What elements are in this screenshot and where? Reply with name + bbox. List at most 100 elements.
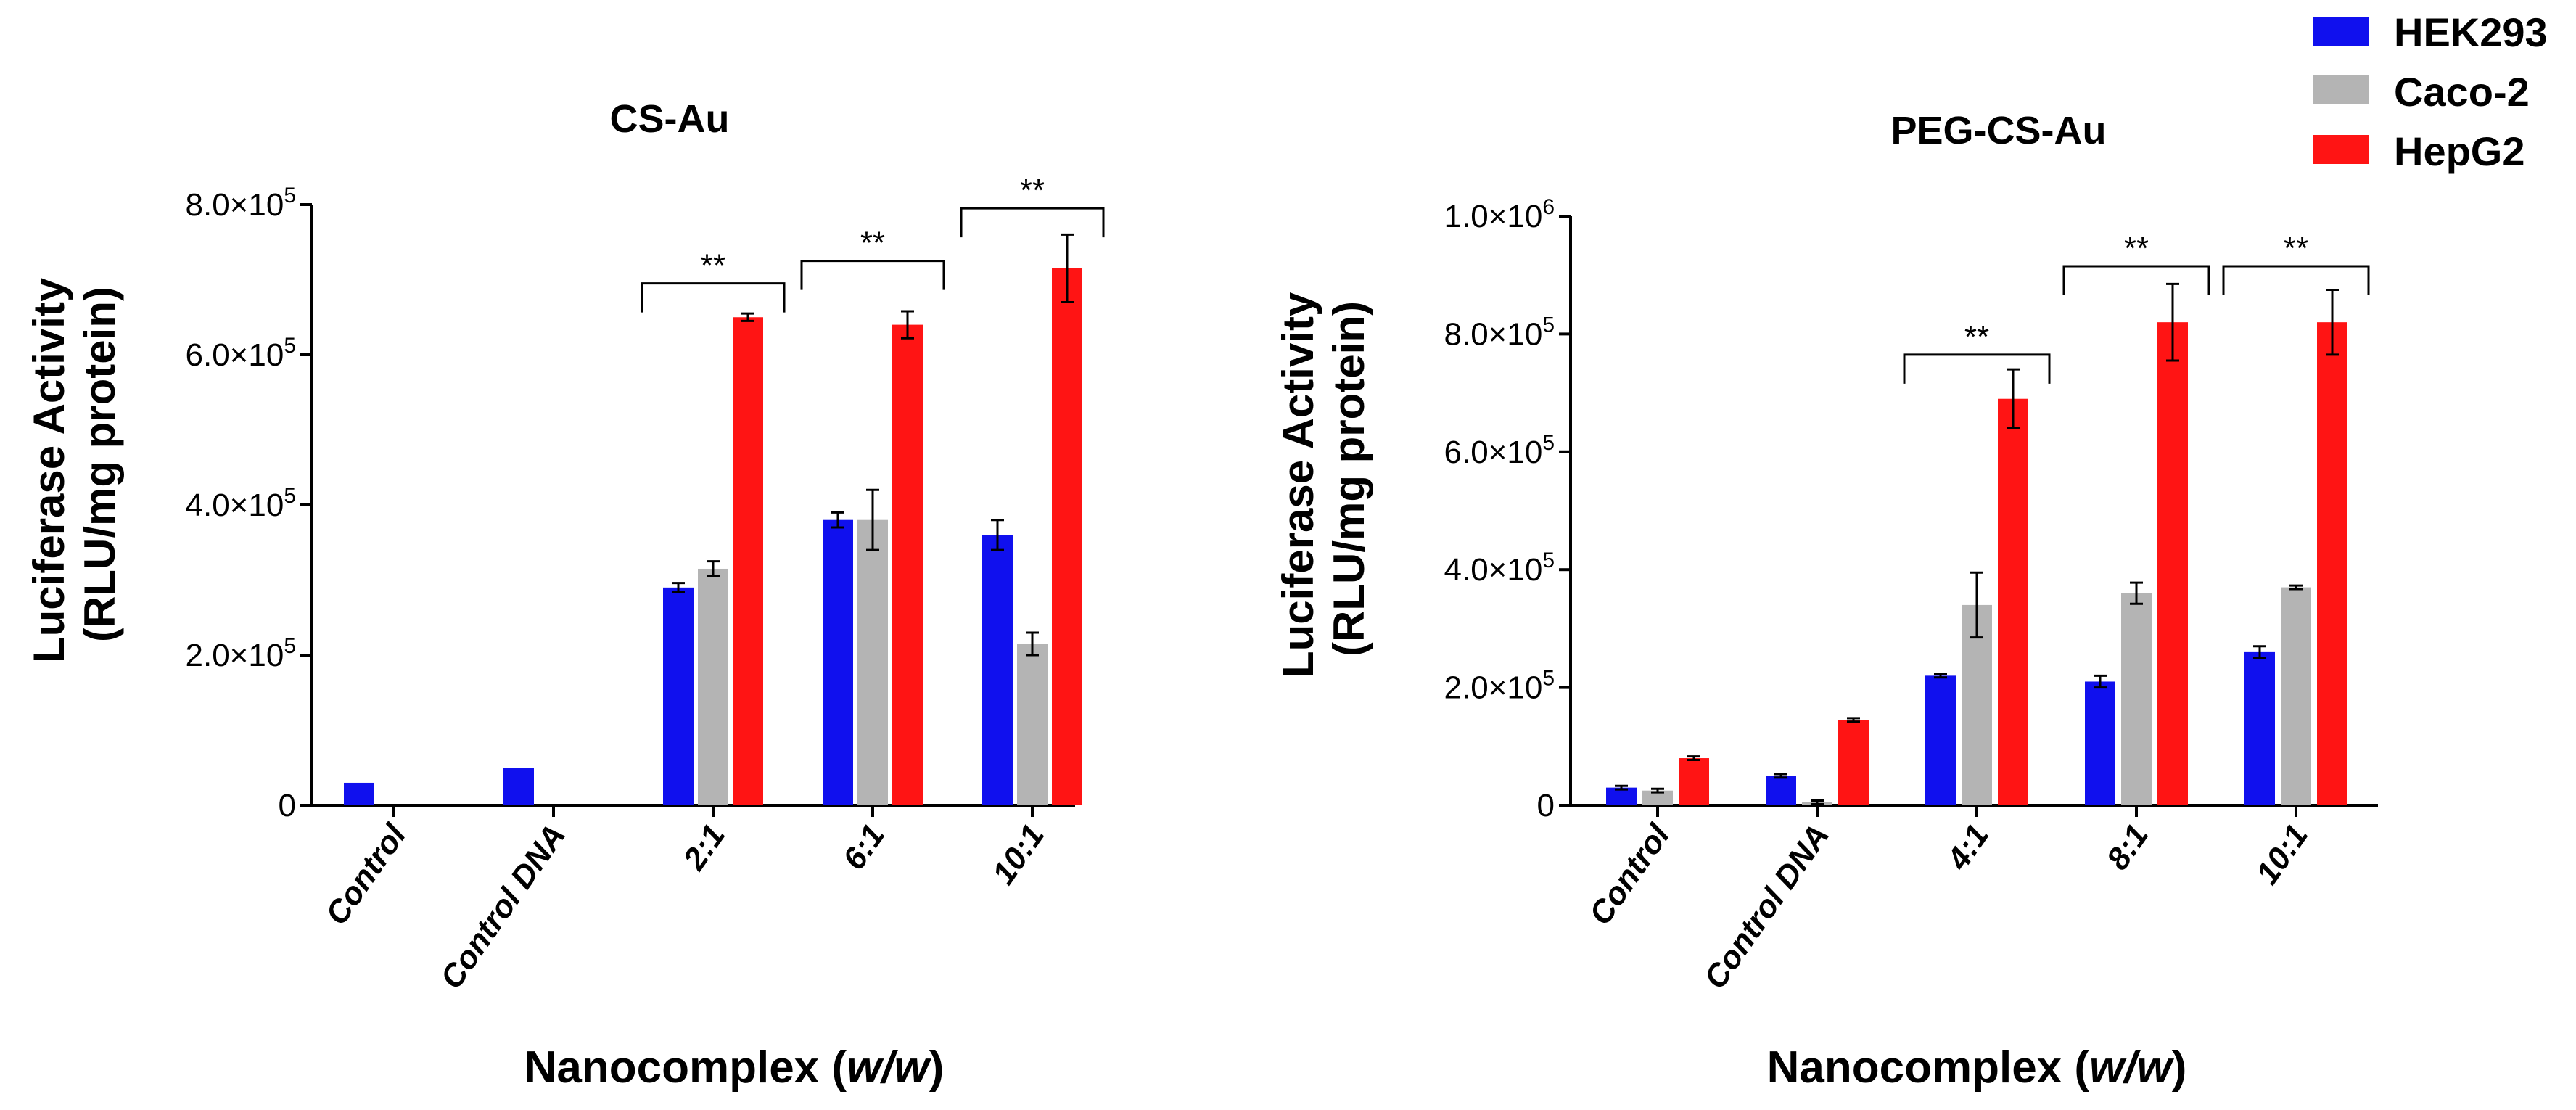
significance-label: **: [2124, 231, 2149, 266]
y-tick-label-exponent: 5: [284, 484, 296, 508]
x-axis-label-suffix: ): [929, 1043, 945, 1093]
y-tick-label-mantissa: 1.0×10: [1444, 199, 1543, 234]
x-tick-label-2-1: 2:1: [676, 818, 732, 877]
chart-title: CS-Au: [610, 97, 730, 141]
chart-panel-peg-cs-au: PEG-CS-Au Luciferase Activity (RLU/mg pr…: [1274, 109, 2378, 1093]
bar-hek293-2-1: [663, 587, 694, 805]
significance-bracket: [2222, 265, 2370, 296]
bar-caco-2-2-1: [698, 568, 728, 805]
y-tick-label: 2.0×105: [186, 634, 297, 673]
y-tick-label: 4.0×105: [186, 484, 297, 523]
legend-item-caco2: Caco-2: [2313, 69, 2530, 115]
bar-caco-2-10-1: [1017, 644, 1048, 805]
bar-hepg2-control-dna: [1838, 720, 1869, 805]
y-tick-label-exponent: 5: [284, 634, 296, 658]
chart-panel-cs-au: CS-Au Luciferase Activity (RLU/mg protei…: [25, 97, 1105, 1093]
y-tick-label-mantissa: 6.0×10: [1444, 435, 1543, 470]
bar-hek293-control: [1606, 787, 1637, 805]
significance-label: **: [860, 226, 885, 261]
y-tick-label-mantissa: 0: [1537, 788, 1555, 823]
legend-swatch-hepg2: [2313, 135, 2369, 164]
bar-hepg2-2-1: [733, 317, 763, 805]
significance-label: **: [701, 248, 725, 284]
x-axis-label-suffix: ): [2172, 1043, 2187, 1093]
legend-swatch-hek293: [2313, 17, 2369, 46]
y-tick-label-mantissa: 0: [279, 788, 296, 823]
x-axis-label-prefix: Nanocomplex (: [524, 1043, 847, 1093]
x-axis-label-prefix: Nanocomplex (: [1767, 1043, 2090, 1093]
bar-hepg2-10-1: [1052, 268, 1082, 806]
bar-hek293-control-dna: [503, 768, 534, 805]
bar-hepg2-control: [1679, 758, 1709, 805]
y-tick-label-exponent: 5: [1542, 667, 1555, 691]
y-tick-label: 6.0×105: [1444, 431, 1555, 470]
bars: [344, 268, 1082, 806]
y-axis-label-line1: Luciferase Activity: [1274, 292, 1322, 678]
bar-hepg2-10-1: [2317, 322, 2347, 805]
y-tick-label: 8.0×105: [1444, 313, 1555, 352]
y-tick-label-exponent: 5: [284, 184, 296, 207]
y-tick-label-exponent: 5: [1542, 548, 1555, 572]
y-tick-label-exponent: 6: [1542, 195, 1555, 219]
y-tick-label: 0: [279, 788, 296, 823]
y-axis-label-line2: (RLU/mg protein): [1325, 301, 1373, 657]
significance-brackets: ** ** **: [641, 173, 1105, 313]
x-tick-label-control: Control: [318, 818, 413, 932]
significance-bracket: [2062, 265, 2210, 296]
y-tick-label-mantissa: 8.0×10: [186, 187, 284, 223]
legend-label-caco2: Caco-2: [2394, 69, 2530, 115]
bars: [1606, 322, 2347, 805]
y-tick-label: 2.0×105: [1444, 667, 1555, 706]
bar-hepg2-4-1: [1998, 398, 2028, 805]
x-tick-label-4-1: 4:1: [1940, 818, 1996, 877]
y-tick-label-mantissa: 2.0×10: [1444, 670, 1543, 706]
significance-bracket: [800, 260, 945, 290]
x-axis-label: Nanocomplex (w/w): [524, 1043, 945, 1093]
bar-caco-2-8-1: [2121, 593, 2152, 805]
error-bars: [672, 233, 1074, 657]
x-tick-label-10-1: 10:1: [2250, 818, 2316, 891]
significance-brackets: ** ** **: [1903, 231, 2370, 384]
legend-label-hepg2: HepG2: [2394, 128, 2525, 174]
bar-hek293-10-1: [982, 535, 1013, 805]
y-tick-label-mantissa: 2.0×10: [186, 638, 284, 673]
significance-label: **: [1964, 319, 1989, 355]
significance-label: **: [2284, 231, 2308, 266]
bar-hek293-10-1: [2244, 651, 2275, 805]
y-tick-label: 6.0×105: [186, 334, 297, 373]
significance-bracket: [1903, 353, 2051, 384]
bar-hek293-6-1: [823, 519, 853, 805]
bar-hepg2-8-1: [2157, 322, 2188, 805]
y-tick-label-exponent: 5: [284, 334, 296, 358]
chart-title: PEG-CS-Au: [1891, 109, 2107, 152]
y-tick-label: 0: [1537, 788, 1555, 823]
y-tick-label-exponent: 5: [1542, 431, 1555, 455]
error-bars: [1615, 282, 2339, 805]
y-tick-label-mantissa: 6.0×10: [186, 337, 284, 373]
significance-label: **: [1020, 173, 1045, 208]
legend-item-hepg2: HepG2: [2313, 128, 2525, 174]
bar-caco-2-control: [1642, 790, 1673, 805]
bar-caco-2-6-1: [857, 519, 888, 805]
y-tick-label-mantissa: 4.0×10: [1444, 552, 1543, 588]
y-tick-label-mantissa: 8.0×10: [1444, 316, 1543, 352]
legend-item-hek293: HEK293: [2313, 9, 2548, 55]
y-axis-label: Luciferase Activity (RLU/mg protein): [1274, 280, 1373, 678]
y-axis-label-line2: (RLU/mg protein): [75, 287, 124, 642]
y-tick-label-mantissa: 4.0×10: [186, 488, 284, 523]
x-tick-label-control: Control: [1582, 818, 1676, 932]
legend: HEK293 Caco-2 HepG2: [2313, 9, 2548, 174]
y-axis-label: Luciferase Activity (RLU/mg protein): [25, 266, 124, 663]
y-tick-label-exponent: 5: [1542, 313, 1555, 337]
bar-hek293-4-1: [1925, 675, 1956, 805]
bar-hek293-control: [344, 782, 374, 805]
legend-swatch-caco2: [2313, 75, 2369, 104]
x-axis-label-italic: w/w: [2089, 1043, 2174, 1093]
y-tick-label: 8.0×105: [186, 184, 297, 223]
significance-bracket: [960, 207, 1105, 238]
significance-bracket: [641, 282, 786, 313]
x-axis-label-italic: w/w: [847, 1043, 931, 1093]
x-tick-label-6-1: 6:1: [836, 818, 892, 876]
bar-hek293-control-dna: [1766, 776, 1796, 805]
